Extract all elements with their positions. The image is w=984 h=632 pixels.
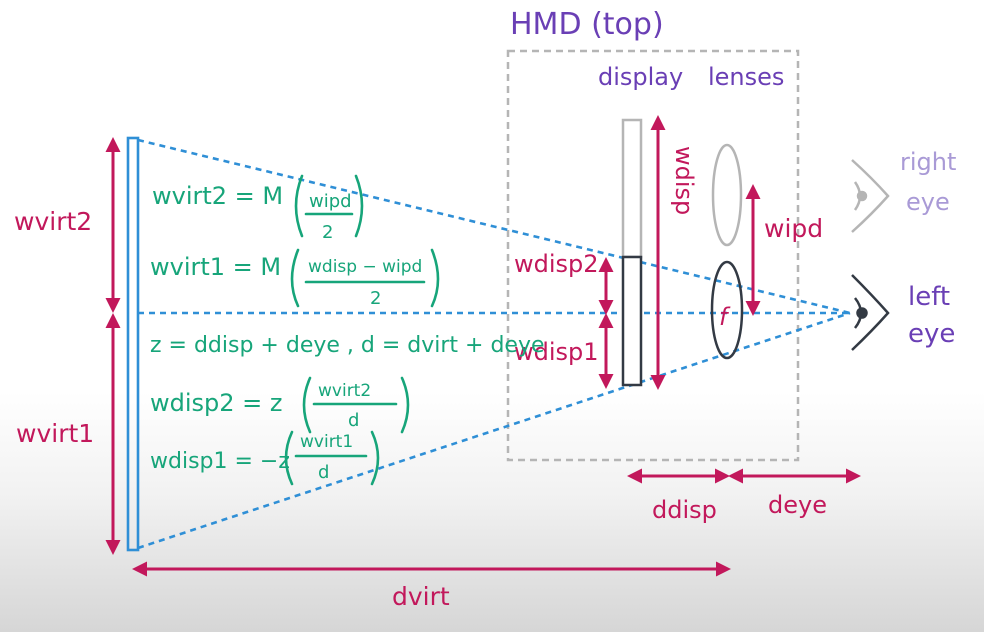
hmd-box	[506, 49, 800, 462]
hmd-title: HMD (top)	[510, 7, 664, 42]
equation-wdisp1: wdisp1 = −z wvirt1 d	[150, 430, 380, 486]
w-virt2-label: wvirt2	[14, 207, 92, 236]
right-eye-icon	[851, 159, 890, 233]
w-disp-label: wdisp	[670, 146, 698, 215]
w-virt1-label: wvirt1	[16, 419, 94, 448]
w-ipd-label: wipd	[764, 214, 823, 243]
lens-left	[710, 260, 744, 360]
d-virt-label: dvirt	[392, 582, 450, 611]
svg-text:wvirt1 = M: wvirt1 = M	[150, 253, 281, 281]
ray-bottom	[137, 311, 851, 550]
display-panel-lower	[621, 255, 643, 387]
left-eye-icon	[851, 274, 890, 351]
w-disp2-label: wdisp2	[514, 250, 599, 278]
equation-wvirt2: wvirt2 = M wipd 2	[152, 174, 364, 243]
svg-text:2: 2	[370, 288, 381, 309]
right-eye-label-2: eye	[906, 188, 950, 216]
equation-wvirt1: wvirt1 = M wdisp − wipd 2	[150, 248, 440, 309]
svg-text:wvirt2 = M: wvirt2 = M	[152, 182, 283, 210]
w-disp1-label: wdisp1	[514, 338, 599, 366]
svg-text:wdisp − wipd: wdisp − wipd	[308, 257, 422, 277]
left-eye-label-2: eye	[908, 319, 955, 349]
ray-top	[137, 138, 851, 315]
equation-z-d: z = ddisp + deye , d = dvirt + deye	[150, 333, 545, 358]
d-disp-label: ddisp	[652, 496, 717, 524]
svg-text:wipd: wipd	[309, 191, 352, 212]
svg-text:2: 2	[322, 222, 333, 243]
svg-text:wvirt1: wvirt1	[300, 432, 353, 452]
svg-text:d: d	[318, 462, 329, 483]
svg-text:wdisp2 = z: wdisp2 = z	[150, 389, 283, 417]
display-panel-upper	[621, 118, 643, 259]
svg-text:wvirt2: wvirt2	[318, 381, 371, 401]
lenses-label: lenses	[708, 63, 784, 91]
right-eye-label-1: right	[900, 148, 956, 176]
svg-text:d: d	[348, 410, 359, 431]
display-label: display	[598, 63, 683, 91]
d-eye-label: deye	[768, 491, 827, 519]
lens-right	[711, 143, 743, 247]
equation-wdisp2: wdisp2 = z wvirt2 d	[150, 376, 410, 434]
svg-text:wdisp1 = −z: wdisp1 = −z	[150, 449, 290, 474]
focal-label: f	[719, 303, 731, 331]
left-eye-label-1: left	[908, 282, 950, 312]
virtual-image-plane	[126, 136, 140, 552]
